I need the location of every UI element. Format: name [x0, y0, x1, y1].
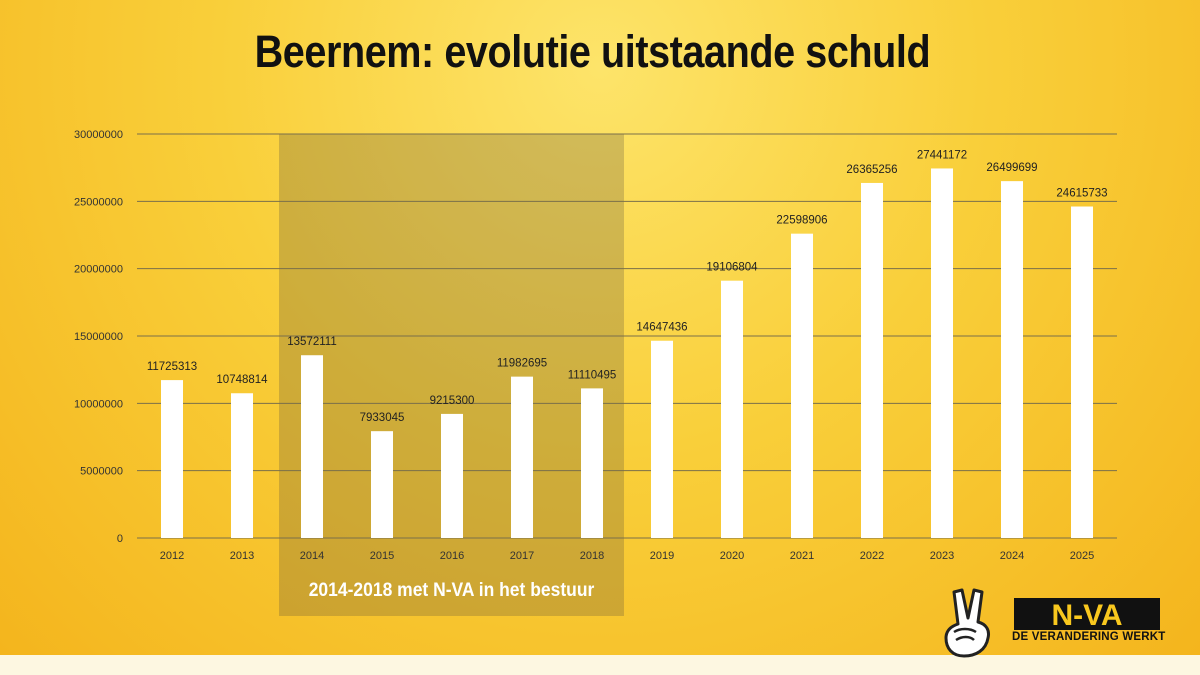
data-label: 27441172 [917, 149, 967, 161]
y-tick-label: 30000000 [74, 129, 123, 141]
x-tick-label: 2016 [440, 550, 464, 562]
data-label: 24615733 [1056, 188, 1107, 200]
bar [441, 413, 463, 538]
x-tick-label: 2013 [230, 550, 254, 562]
x-tick-label: 2014 [300, 550, 324, 562]
logo-wordmark: N-VA [1051, 599, 1122, 630]
data-label: 11725313 [147, 361, 197, 373]
nva-logo: N-VA [1014, 598, 1160, 630]
bar [1071, 206, 1093, 539]
y-tick-label: 0 [117, 533, 123, 545]
x-tick-label: 2020 [720, 550, 744, 562]
x-tick-label: 2018 [580, 550, 604, 562]
data-label: 9215300 [430, 395, 475, 407]
data-label: 19106804 [706, 262, 758, 274]
bar [931, 168, 953, 539]
bar [651, 340, 673, 538]
x-tick-label: 2019 [650, 550, 674, 562]
x-tick-label: 2021 [790, 550, 814, 562]
data-label: 7933045 [360, 412, 405, 424]
bottom-strip [0, 655, 1200, 675]
bar [511, 376, 533, 538]
chart-title: Beernem: evolutie uitstaande schuld [254, 26, 931, 77]
x-tick-label: 2023 [930, 550, 954, 562]
bar [791, 233, 813, 538]
bar [161, 380, 183, 538]
data-label: 11982695 [497, 358, 547, 370]
y-tick-label: 20000000 [74, 264, 123, 276]
bar [231, 393, 253, 538]
bar [721, 280, 743, 538]
data-label: 26365256 [846, 164, 897, 176]
data-label: 26499699 [986, 162, 1037, 174]
data-label: 11110495 [568, 369, 617, 381]
y-tick-label: 10000000 [74, 398, 123, 410]
data-label: 14647436 [636, 322, 687, 334]
x-tick-label: 2015 [370, 550, 394, 562]
y-tick-label: 25000000 [74, 196, 123, 208]
data-label: 22598906 [776, 215, 827, 227]
bar [861, 182, 883, 539]
x-tick-label: 2024 [1000, 550, 1024, 562]
victory-hand-icon [944, 588, 990, 658]
logo-slogan: DE VERANDERING WERKT [1012, 631, 1166, 643]
bar [301, 355, 323, 538]
data-label: 13572111 [287, 336, 336, 348]
y-tick-label: 15000000 [74, 331, 123, 343]
x-tick-label: 2025 [1070, 550, 1094, 562]
bar [371, 431, 393, 538]
y-tick-label: 5000000 [80, 466, 123, 478]
bar [581, 388, 603, 538]
x-tick-label: 2017 [510, 550, 534, 562]
data-label: 10748814 [216, 374, 268, 386]
x-tick-label: 2012 [160, 550, 184, 562]
period-label: 2014-2018 met N-VA in het bestuur [308, 580, 595, 601]
x-tick-label: 2022 [860, 550, 884, 562]
bar [1001, 181, 1023, 538]
